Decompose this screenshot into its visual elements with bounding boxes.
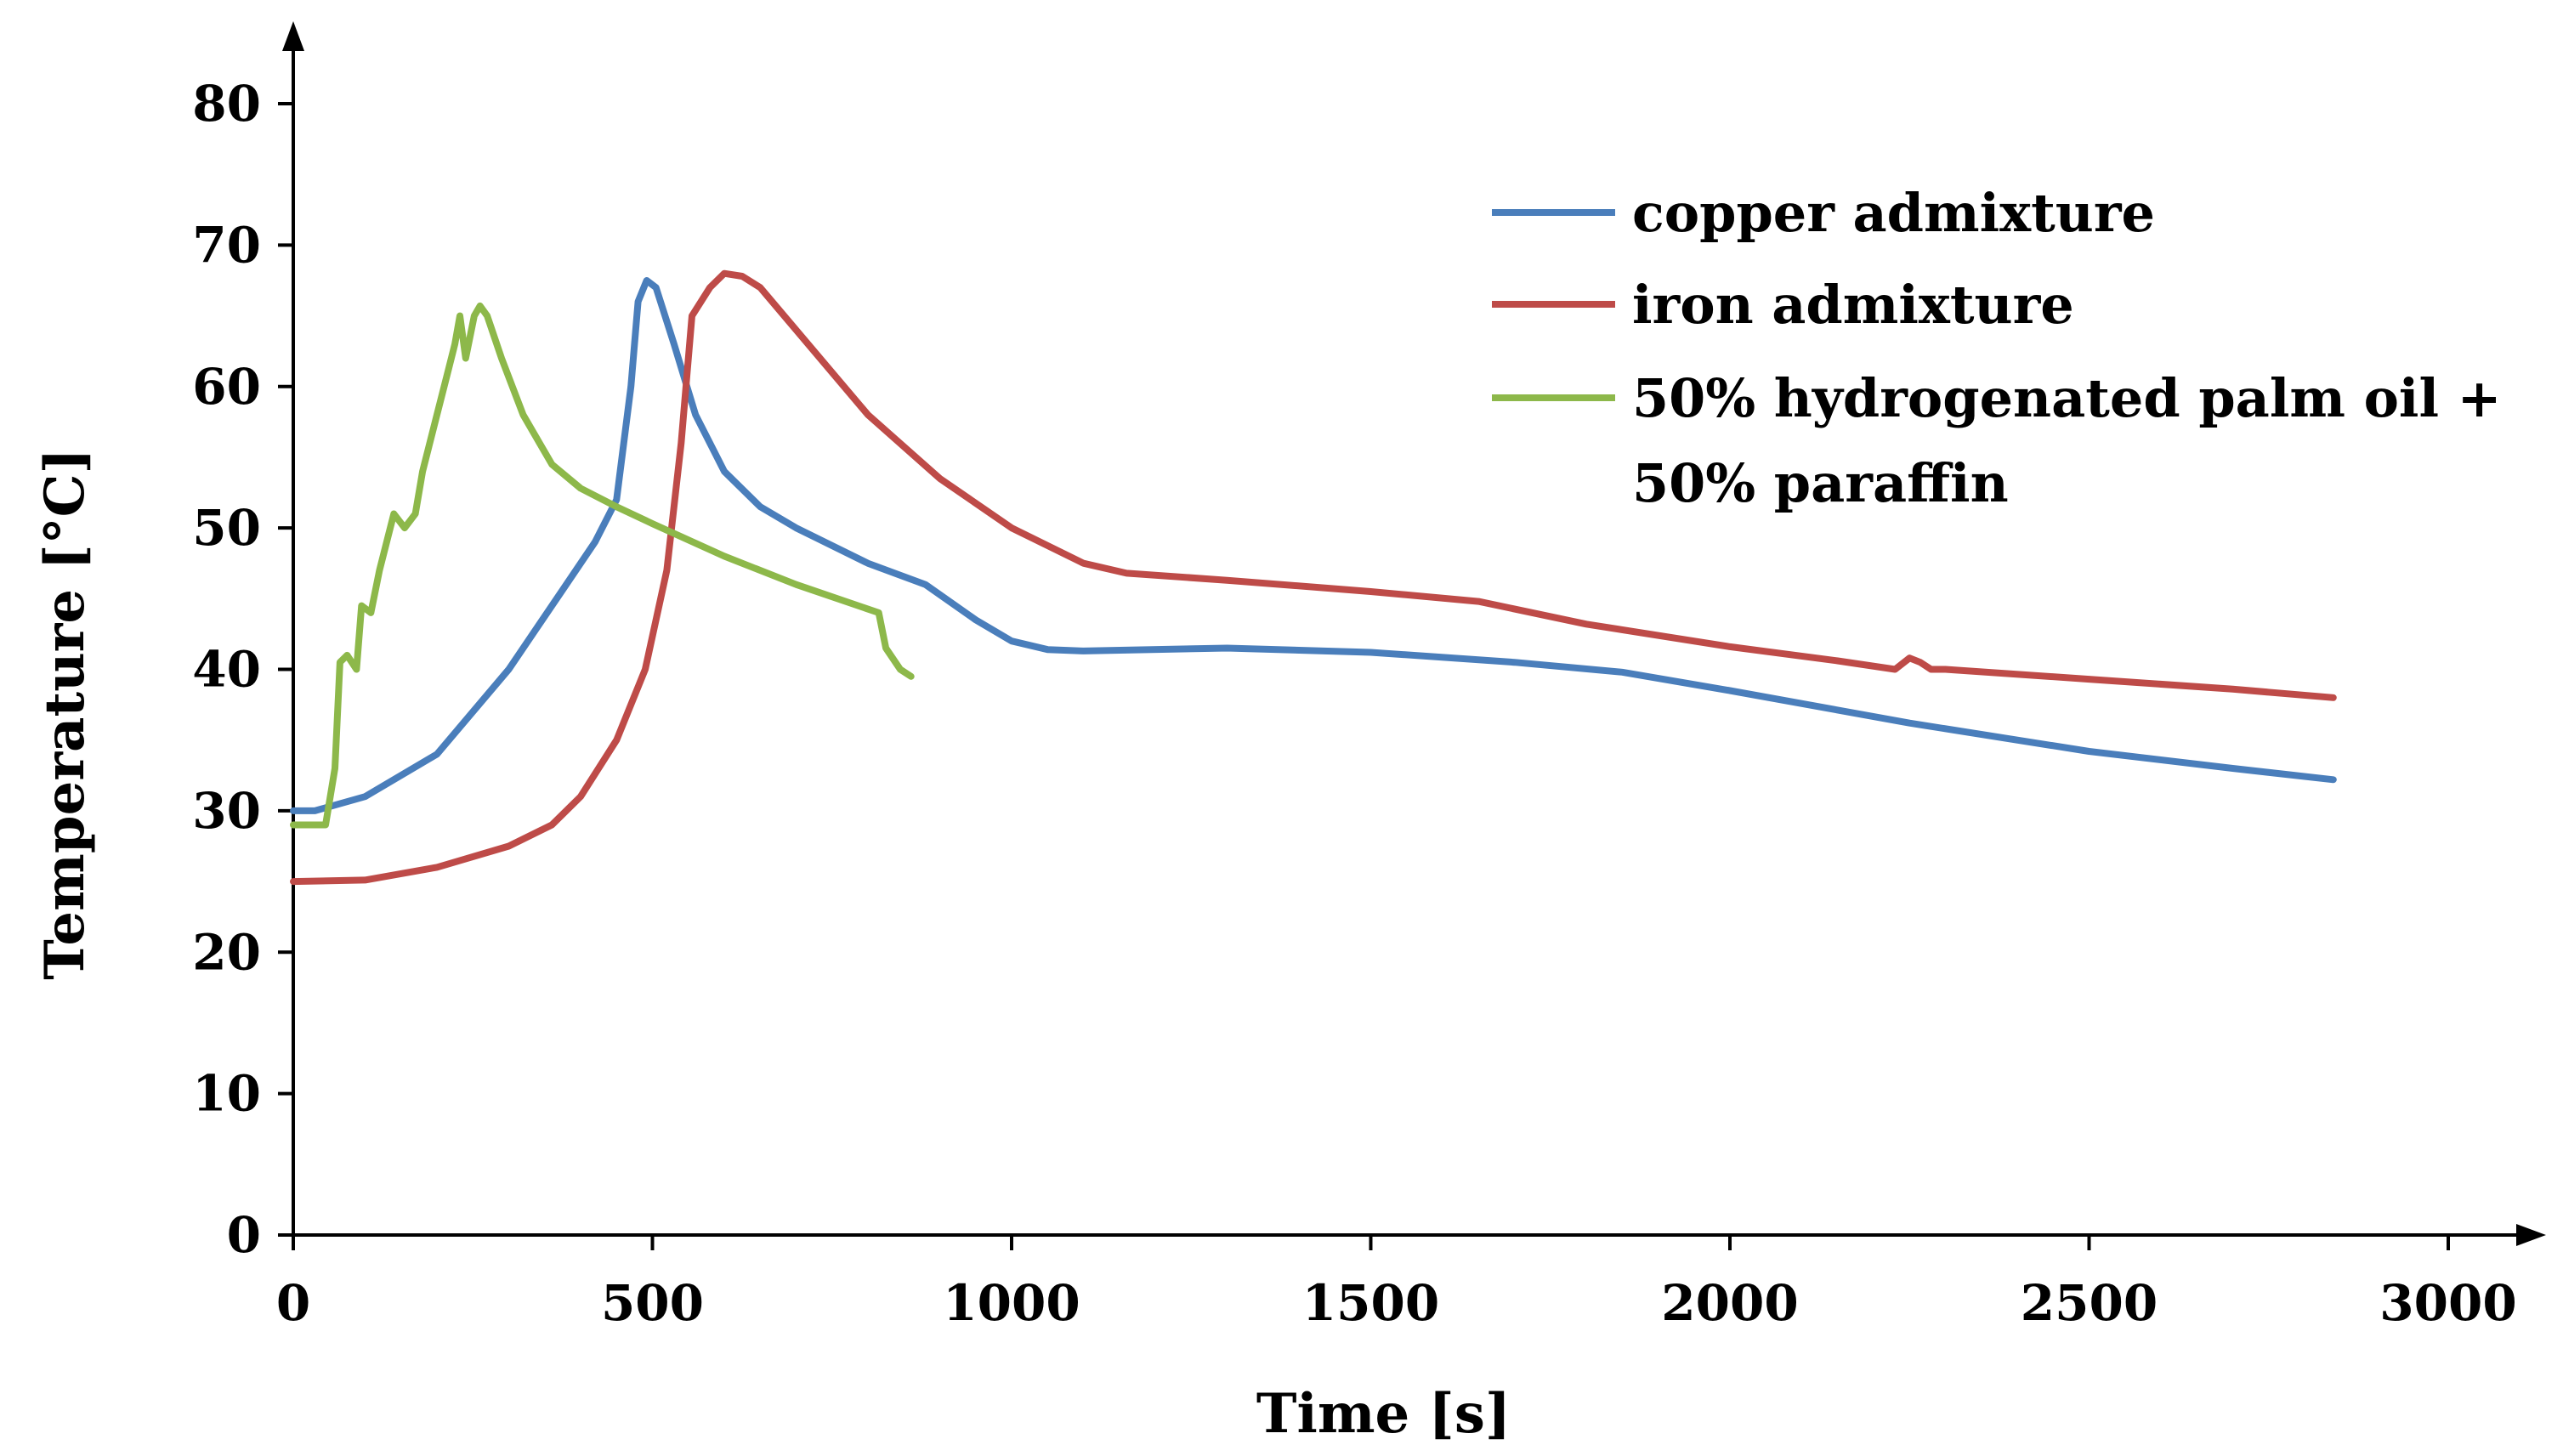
- series-line-3: [290, 302, 915, 829]
- legend-label-1: copper admixture: [1632, 182, 2155, 244]
- x-tick-label: 1500: [1302, 1274, 1439, 1332]
- legend-label-3-cont: 50% paraffin: [1632, 452, 2009, 514]
- series-line-1: [290, 277, 2337, 814]
- x-axis-arrow: [2516, 1224, 2546, 1246]
- y-tick-label: 60: [192, 358, 261, 416]
- x-axis-title: Time [s]: [1256, 1382, 1511, 1446]
- y-tick-label: 80: [192, 75, 261, 133]
- y-axis-arrow: [282, 21, 304, 51]
- x-tick-label: 3000: [2379, 1274, 2516, 1332]
- y-tick-label: 40: [192, 641, 261, 699]
- y-axis-title: Temperature [°C]: [33, 448, 97, 980]
- x-tick-label: 1000: [943, 1274, 1080, 1332]
- y-tick-label: 70: [192, 216, 261, 274]
- x-tick-label: 2500: [2021, 1274, 2158, 1332]
- x-tick-label: 0: [276, 1274, 310, 1332]
- series-line-2: [290, 269, 2337, 886]
- x-tick-label: 500: [601, 1274, 704, 1332]
- y-tick-label: 10: [192, 1065, 261, 1123]
- legend: copper admixture iron admixture 50% hydrog…: [1492, 182, 2502, 514]
- legend-label-2: iron admixture: [1632, 274, 2074, 336]
- y-tick-label: 0: [227, 1206, 261, 1264]
- y-tick-label: 50: [192, 499, 261, 557]
- series-layer: [290, 269, 2337, 886]
- y-tick-label: 30: [192, 782, 261, 840]
- y-tick-label: 20: [192, 923, 261, 981]
- legend-label-3: 50% hydrogenated palm oil +: [1632, 367, 2502, 429]
- axes: 0 10 20 30 40 50 60 70 80 0 500 1000 1500 2000 2500 300…: [33, 21, 2546, 1446]
- x-tick-label: 2000: [1661, 1274, 1798, 1332]
